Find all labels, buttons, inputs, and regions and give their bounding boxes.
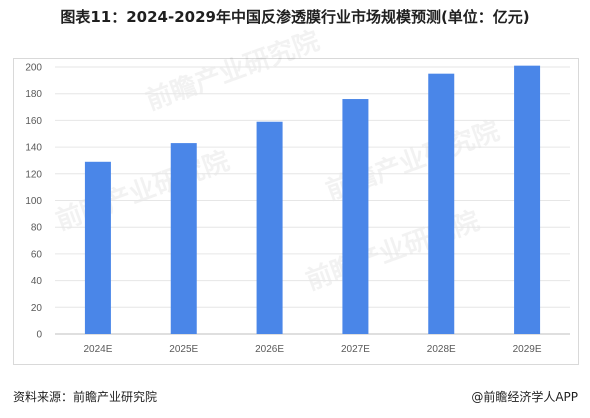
y-tick-label: 120 — [25, 169, 42, 180]
y-tick-label: 80 — [31, 223, 43, 234]
y-tick-label: 180 — [25, 89, 42, 100]
y-tick-label: 40 — [31, 276, 43, 287]
y-tick-label: 60 — [31, 249, 43, 260]
bar-2025E — [170, 143, 197, 334]
plot-frame — [13, 58, 579, 365]
bar-2026E — [256, 121, 283, 334]
source-note: 资料来源：前瞻产业研究院 — [13, 390, 158, 404]
y-tick-label: 0 — [36, 330, 42, 341]
y-tick-label: 200 — [25, 63, 42, 74]
bar-2027E — [342, 99, 369, 334]
x-tick-label: 2027E — [341, 344, 370, 355]
x-tick-label: 2026E — [255, 344, 284, 355]
bar-2029E — [514, 65, 541, 334]
bar-2028E — [428, 73, 455, 335]
x-tick-label: 2025E — [169, 344, 198, 355]
bar-2024E — [84, 161, 111, 334]
y-tick-label: 160 — [25, 116, 42, 127]
y-tick-label: 140 — [25, 143, 42, 154]
y-tick-label: 20 — [31, 303, 43, 314]
x-tick-label: 2028E — [427, 344, 456, 355]
brand-label: @前瞻经济学人APP — [471, 390, 578, 404]
chart-title: 图表11：2024-2029年中国反渗透膜行业市场规模预测(单位：亿元) — [60, 8, 530, 26]
watermark-text: 前瞻产业研究院 — [302, 205, 484, 296]
watermark-text: 前瞻产业研究院 — [52, 145, 234, 236]
x-tick-label: 2024E — [83, 344, 112, 355]
y-tick-label: 100 — [25, 196, 42, 207]
x-tick-label: 2029E — [513, 344, 542, 355]
watermark-text: 前瞻产业研究院 — [142, 25, 324, 116]
